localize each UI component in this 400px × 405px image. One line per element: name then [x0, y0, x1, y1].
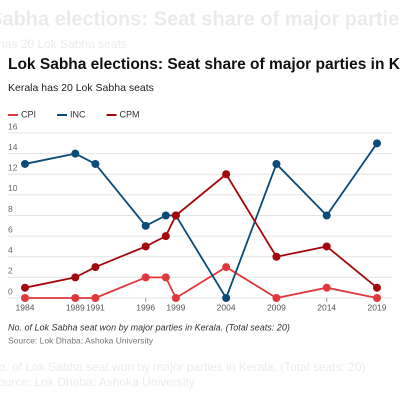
data-point: [21, 283, 29, 292]
data-point: [322, 283, 331, 292]
data-point: [161, 232, 170, 241]
y-tick-label: 6: [8, 224, 13, 234]
legend-label: INC: [70, 109, 86, 119]
data-point: [322, 211, 331, 220]
data-point: [141, 221, 150, 230]
data-point: [222, 263, 231, 272]
y-tick-label: 0: [8, 286, 13, 296]
y-tick-label: 10: [8, 183, 18, 193]
background-source: Source: Lok Dhaba: Ashoka University: [0, 375, 195, 389]
data-point: [373, 139, 381, 148]
chart-note: No. of Lok Sabha seat won by major parti…: [8, 322, 290, 332]
data-point: [141, 273, 150, 282]
x-tick-label: 2019: [368, 302, 387, 312]
series-line: [25, 266, 378, 300]
x-tick-label: 2014: [317, 302, 336, 312]
data-point: [222, 294, 231, 302]
x-tick-label: 1991: [86, 302, 105, 312]
data-point: [21, 159, 29, 168]
y-tick-label: 8: [8, 204, 13, 214]
legend-label: CPI: [21, 109, 36, 119]
data-point: [91, 294, 100, 302]
x-tick-label: 1996: [136, 302, 155, 312]
data-point: [373, 294, 381, 302]
chart-title: Lok Sabha elections: Seat share of major…: [8, 56, 400, 73]
data-point: [161, 211, 170, 220]
x-tick-label: 1999: [166, 302, 185, 312]
x-tick-label: 1984: [16, 302, 35, 312]
data-point: [141, 242, 150, 251]
data-point: [272, 252, 281, 261]
data-point: [171, 211, 180, 220]
data-point: [373, 283, 381, 292]
chart-subtitle: Kerala has 20 Lok Sabha seats: [8, 82, 154, 94]
x-tick-label: 1989: [66, 302, 85, 312]
data-point: [21, 294, 29, 302]
data-point: [71, 294, 80, 302]
y-tick-label: 2: [8, 266, 13, 276]
y-tick-label: 12: [8, 163, 18, 173]
series-line: [24, 142, 378, 301]
data-point: [91, 159, 100, 168]
data-point: [272, 294, 281, 302]
data-point: [91, 263, 100, 272]
data-point: [171, 294, 180, 302]
series-line: [24, 172, 378, 289]
data-point: [71, 273, 80, 282]
x-tick-label: 2009: [267, 302, 286, 312]
legend-label: CPM: [120, 109, 140, 119]
background-note: No. of Lok Sabha seat won by major parti…: [0, 360, 366, 374]
x-tick-label: 2004: [217, 302, 236, 312]
data-point: [322, 242, 331, 251]
data-point: [161, 273, 170, 282]
data-point: [71, 149, 80, 158]
y-tick-label: 4: [8, 245, 13, 255]
background-title: Lok Sabha elections: Seat share of major…: [0, 8, 400, 30]
data-point: [222, 170, 231, 179]
data-point: [272, 159, 281, 168]
y-tick-label: 14: [8, 142, 18, 152]
y-tick-label: 16: [8, 121, 18, 131]
chart-source: Source: Lok Dhaba: Ashoka University: [8, 335, 154, 345]
background-subtitle: Kerala has 20 Lok Sabha seats: [0, 37, 127, 51]
